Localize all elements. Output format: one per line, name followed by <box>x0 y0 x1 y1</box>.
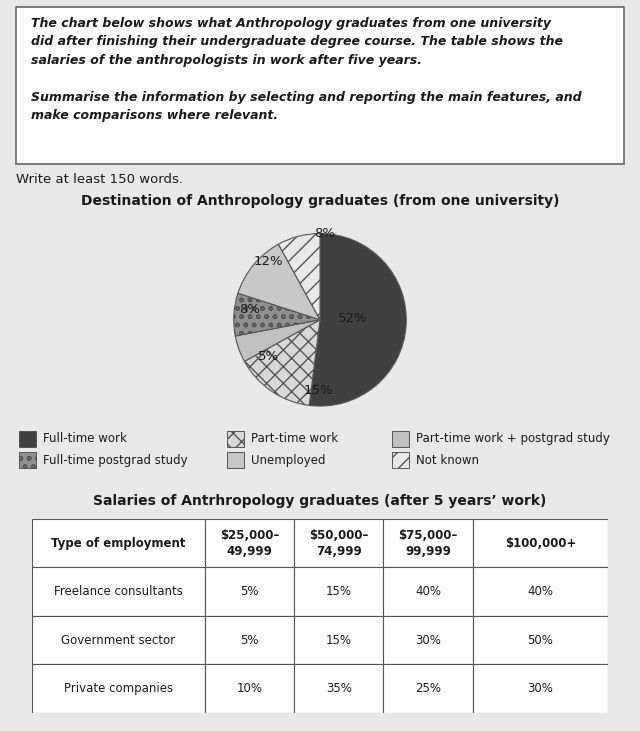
Text: Unemployed: Unemployed <box>251 453 325 466</box>
Bar <box>392 431 409 447</box>
Bar <box>294 567 383 616</box>
Text: Type of employment: Type of employment <box>51 537 186 550</box>
Wedge shape <box>234 293 320 336</box>
Bar <box>294 519 383 567</box>
Text: $25,000–
49,999: $25,000– 49,999 <box>220 529 279 558</box>
Text: 15%: 15% <box>326 634 352 647</box>
Text: 40%: 40% <box>527 585 554 598</box>
Wedge shape <box>238 244 320 320</box>
Text: 5%: 5% <box>240 634 259 647</box>
Text: 30%: 30% <box>415 634 441 647</box>
Bar <box>32 616 205 664</box>
Text: $50,000–
74,999: $50,000– 74,999 <box>309 529 369 558</box>
Bar <box>32 519 205 567</box>
Text: 25%: 25% <box>415 682 441 695</box>
Wedge shape <box>278 234 320 320</box>
Text: 12%: 12% <box>253 254 283 268</box>
Text: Destination of Anthropology graduates (from one university): Destination of Anthropology graduates (f… <box>81 194 559 208</box>
Text: Salaries of Antrhropology graduates (after 5 years’ work): Salaries of Antrhropology graduates (aft… <box>93 493 547 508</box>
Text: Government sector: Government sector <box>61 634 175 647</box>
Wedge shape <box>236 320 320 361</box>
Text: 5%: 5% <box>240 585 259 598</box>
Bar <box>19 452 36 468</box>
Bar <box>383 616 473 664</box>
Text: 35%: 35% <box>326 682 351 695</box>
Text: Write at least 150 words.: Write at least 150 words. <box>16 173 183 186</box>
Bar <box>392 452 409 468</box>
Text: 30%: 30% <box>527 682 553 695</box>
Text: Part-time work: Part-time work <box>251 432 338 445</box>
Text: The chart below shows what Anthropology graduates from one university
did after : The chart below shows what Anthropology … <box>31 17 582 122</box>
Text: Part-time work + postgrad study: Part-time work + postgrad study <box>416 432 610 445</box>
Bar <box>294 616 383 664</box>
Bar <box>227 452 244 468</box>
Text: $100,000+: $100,000+ <box>504 537 576 550</box>
Text: 15%: 15% <box>326 585 352 598</box>
Text: Full-time work: Full-time work <box>44 432 127 445</box>
Bar <box>205 519 294 567</box>
Text: 8%: 8% <box>239 303 260 316</box>
Text: 8%: 8% <box>314 227 335 240</box>
Bar <box>32 664 205 713</box>
Bar <box>205 616 294 664</box>
Bar <box>472 616 608 664</box>
Text: Not known: Not known <box>416 453 479 466</box>
Bar <box>205 567 294 616</box>
Bar <box>19 431 36 447</box>
Bar <box>227 431 244 447</box>
Bar <box>472 519 608 567</box>
Bar <box>294 664 383 713</box>
Bar <box>383 567 473 616</box>
Bar <box>32 567 205 616</box>
Wedge shape <box>309 234 406 406</box>
Bar <box>383 519 473 567</box>
Text: 10%: 10% <box>236 682 262 695</box>
Text: $75,000–
99,999: $75,000– 99,999 <box>398 529 458 558</box>
Text: Freelance consultants: Freelance consultants <box>54 585 183 598</box>
Text: Full-time postgrad study: Full-time postgrad study <box>44 453 188 466</box>
Text: 5%: 5% <box>258 349 279 363</box>
Text: 40%: 40% <box>415 585 441 598</box>
Text: 50%: 50% <box>527 634 553 647</box>
Text: 52%: 52% <box>338 311 367 325</box>
Text: 15%: 15% <box>303 384 333 397</box>
Wedge shape <box>244 320 320 406</box>
Text: Private companies: Private companies <box>64 682 173 695</box>
Bar <box>472 567 608 616</box>
Bar <box>205 664 294 713</box>
Bar <box>383 664 473 713</box>
Bar <box>472 664 608 713</box>
